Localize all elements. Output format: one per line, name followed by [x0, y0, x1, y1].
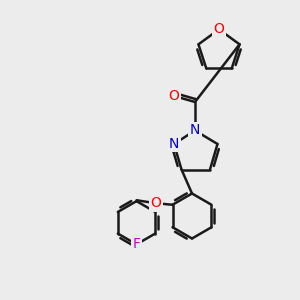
Text: O: O [151, 196, 161, 210]
Text: O: O [169, 89, 179, 103]
Text: N: N [169, 137, 179, 151]
Text: F: F [133, 237, 140, 251]
Text: O: O [214, 22, 224, 36]
Text: N: N [190, 124, 200, 137]
